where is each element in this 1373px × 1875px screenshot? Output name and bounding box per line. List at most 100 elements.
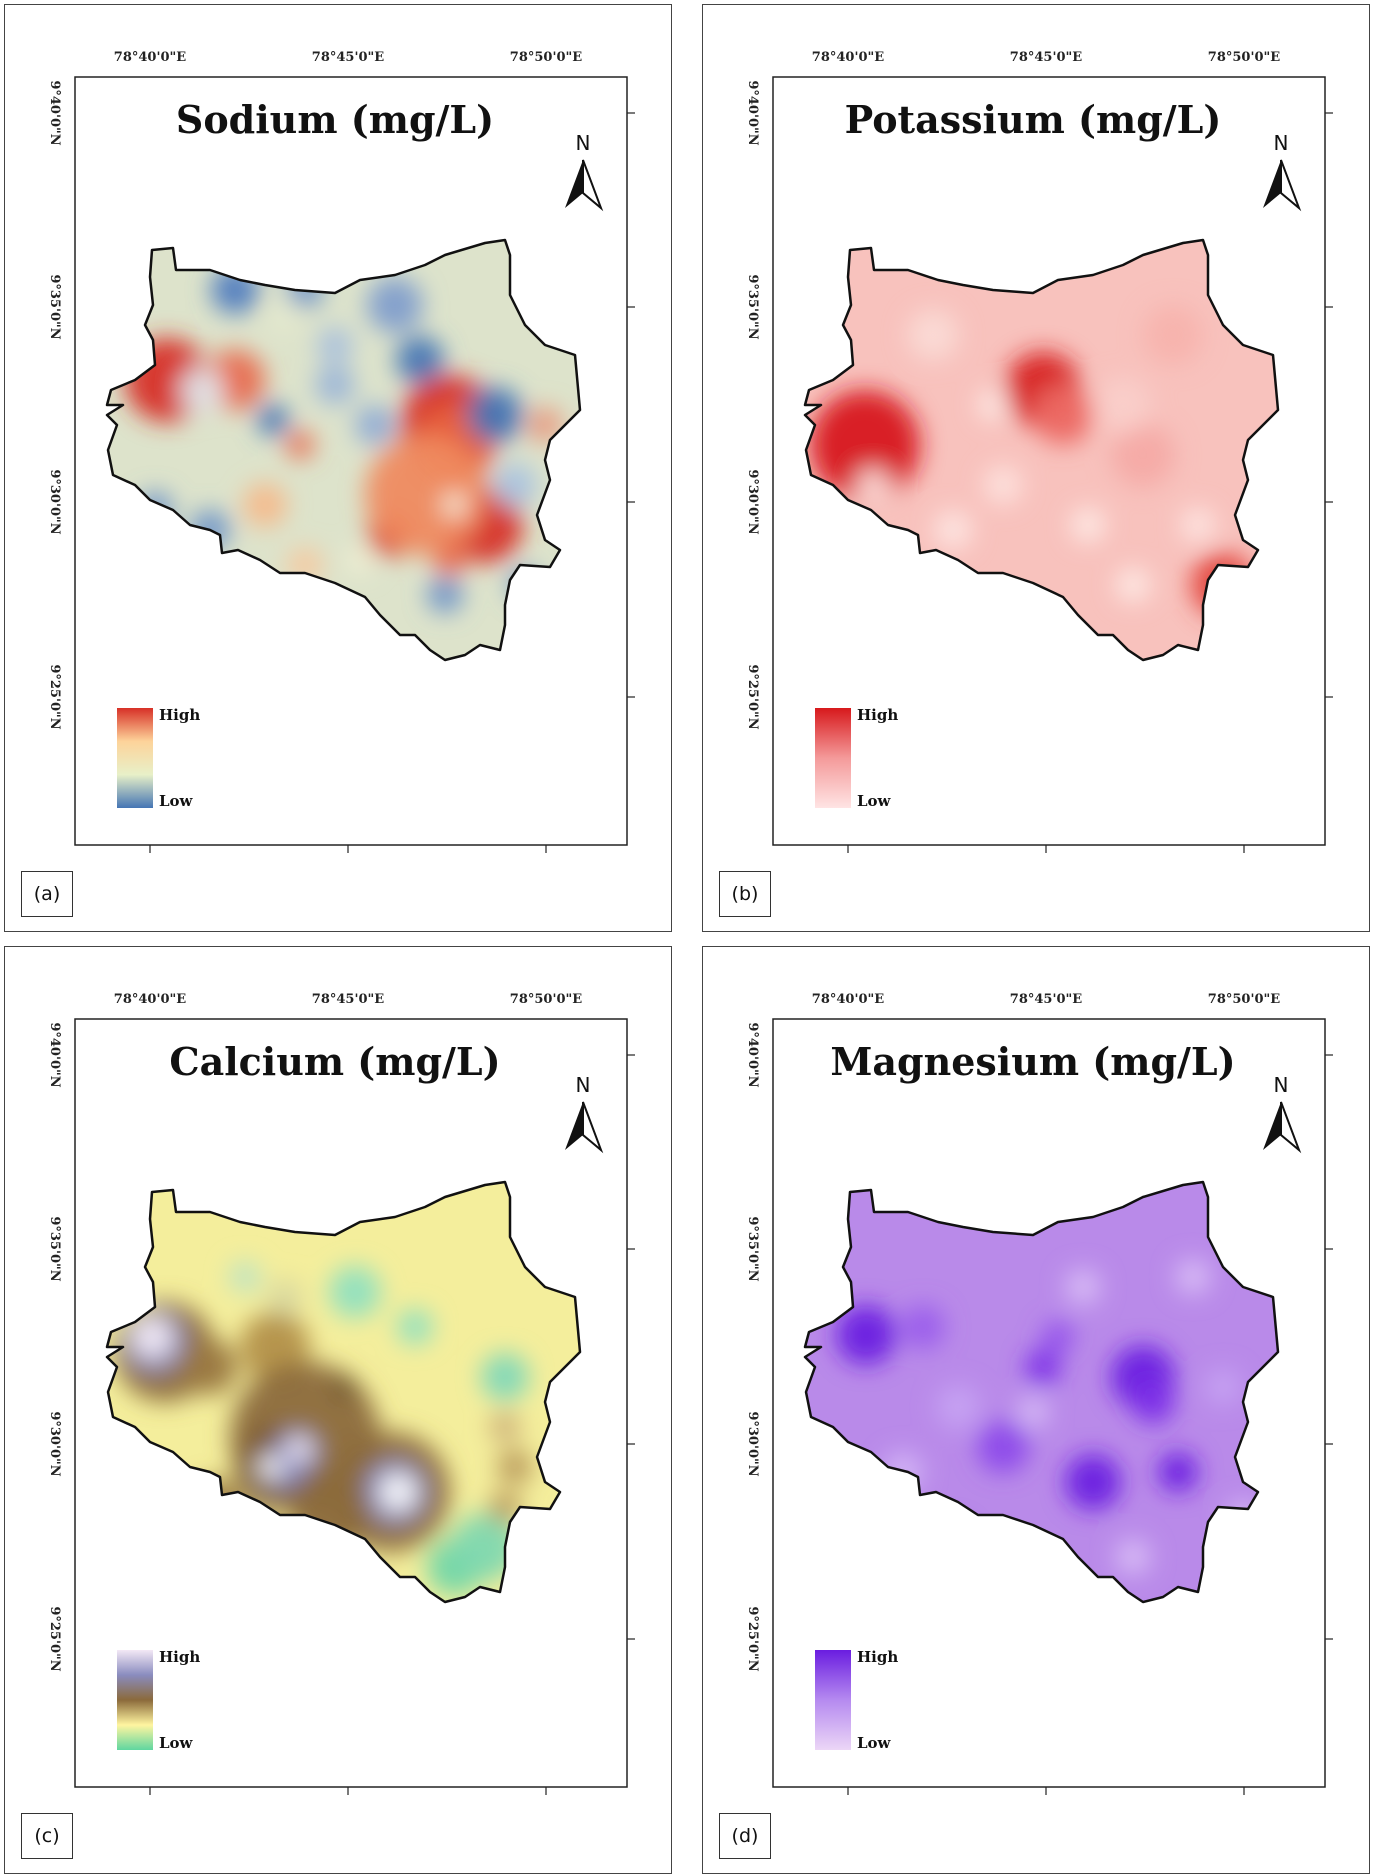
concentration-spot (132, 1317, 172, 1357)
concentration-spot (1175, 1259, 1211, 1295)
panel-label: (c) (21, 1813, 73, 1859)
concentration-spot (229, 1261, 261, 1293)
concentration-spot (933, 510, 973, 550)
concentration-spot (355, 405, 395, 445)
x-tick-label: 78°40'0"E (812, 992, 884, 1007)
concentration-spot (489, 1411, 521, 1443)
concentration-spot (243, 483, 287, 527)
legend-high-label: High (159, 1648, 200, 1666)
concentration-spot (901, 1305, 945, 1349)
legend-color-ramp (815, 708, 851, 808)
x-tick-label: 78°40'0"E (812, 50, 884, 65)
concentration-spot (1115, 567, 1151, 603)
legend: High Low (815, 1648, 898, 1752)
north-arrow-icon: N (1263, 1073, 1302, 1154)
north-label: N (1274, 131, 1289, 155)
concentration-spot (977, 389, 1009, 421)
study-area-raster (107, 1182, 580, 1602)
x-tick-label: 78°50'0"E (1208, 992, 1280, 1007)
y-tick-label: 9°25'0"N (745, 1606, 760, 1671)
concentration-spot (1065, 1454, 1121, 1510)
study-area-boundary (803, 1180, 1280, 1604)
legend-color-ramp (815, 1650, 851, 1750)
map-panel-magnesium: 78°40'0"E 78°45'0"E 78°50'0"E 9°40'0"N 9°35'… (702, 946, 1370, 1874)
y-tick-label: 9°25'0"N (47, 1606, 62, 1671)
legend-color-ramp (117, 1650, 153, 1750)
concentration-spot (287, 1437, 311, 1461)
y-tick-label: 9°35'0"N (47, 274, 62, 339)
concentration-spot (1025, 1349, 1061, 1385)
concentration-spot (1095, 377, 1151, 433)
concentration-spot (467, 387, 523, 443)
concentration-spot (810, 390, 920, 500)
concentration-spot (497, 1449, 533, 1485)
map-title: Calcium (mg/L) (169, 1039, 500, 1084)
map-title: Sodium (mg/L) (176, 97, 494, 142)
legend-high-label: High (857, 1648, 898, 1666)
concentration-spot (365, 435, 485, 555)
x-tick-label: 78°40'0"E (114, 50, 186, 65)
concentration-spot (180, 368, 224, 412)
panel-label: (d) (719, 1813, 771, 1859)
concentration-spot (1111, 423, 1175, 487)
concentration-spot (489, 1491, 521, 1523)
concentration-spot (857, 469, 889, 501)
x-tick-label: 78°50'0"E (510, 50, 582, 65)
legend-high-label: High (857, 706, 898, 724)
concentration-spot (1180, 507, 1216, 543)
study-area-boundary (803, 238, 1280, 662)
concentration-spot (451, 1513, 519, 1581)
legend-color-ramp (117, 708, 153, 808)
panel-label: (b) (719, 871, 771, 917)
concentration-spot (1065, 1269, 1101, 1305)
concentration-spot (267, 1279, 303, 1315)
north-arrow-icon: N (565, 1073, 604, 1154)
legend-low-label: Low (857, 1734, 892, 1752)
concentration-spot (380, 1474, 416, 1510)
legend-low-label: Low (159, 792, 194, 810)
legend-low-label: Low (857, 792, 892, 810)
concentration-spot (434, 544, 466, 576)
concentration-spot (1143, 305, 1203, 365)
study-area-raster (805, 1182, 1278, 1602)
concentration-spot (367, 277, 423, 333)
y-tick-label: 9°40'0"N (47, 80, 62, 145)
north-arrow-icon: N (1263, 131, 1302, 212)
concentration-spot (907, 309, 959, 361)
concentration-spot (329, 1266, 381, 1318)
concentration-spot (493, 463, 537, 507)
concentration-spot (527, 407, 563, 443)
y-tick-label: 9°30'0"N (47, 1411, 62, 1476)
legend-high-label: High (159, 706, 200, 724)
y-tick-label: 9°35'0"N (745, 274, 760, 339)
x-tick-label: 78°45'0"E (1010, 992, 1082, 1007)
concentration-spot (1033, 385, 1093, 445)
concentration-spot (983, 465, 1023, 505)
concentration-spot (286, 431, 314, 459)
x-tick-label: 78°45'0"E (1010, 50, 1082, 65)
y-tick-label: 9°40'0"N (745, 1022, 760, 1087)
concentration-spot (936, 1385, 980, 1429)
y-tick-label: 9°40'0"N (745, 80, 760, 145)
concentration-spot (271, 301, 299, 329)
concentration-spot (1070, 507, 1106, 543)
concentration-spot (335, 1377, 355, 1397)
concentration-spot (977, 1421, 1029, 1473)
legend-low-label: Low (159, 1734, 194, 1752)
study-area-boundary (105, 238, 582, 662)
map-title: Magnesium (mg/L) (830, 1039, 1235, 1084)
study-area-raster (805, 240, 1278, 660)
concentration-spot (257, 404, 289, 436)
legend: High Low (117, 706, 200, 810)
y-tick-label: 9°40'0"N (47, 1022, 62, 1087)
y-tick-label: 9°25'0"N (47, 664, 62, 729)
map-panel-potassium: 78°40'0"E 78°45'0"E 78°50'0"E 9°40'0"N 9°35'… (702, 4, 1370, 932)
legend: High Low (815, 706, 898, 810)
concentration-spot (836, 1305, 896, 1365)
concentration-spot (396, 336, 444, 384)
study-area-boundary (105, 1180, 582, 1604)
x-tick-label: 78°50'0"E (1208, 50, 1280, 65)
concentration-spot (481, 1353, 529, 1401)
study-area-raster (107, 240, 580, 660)
concentration-spot (315, 365, 355, 405)
